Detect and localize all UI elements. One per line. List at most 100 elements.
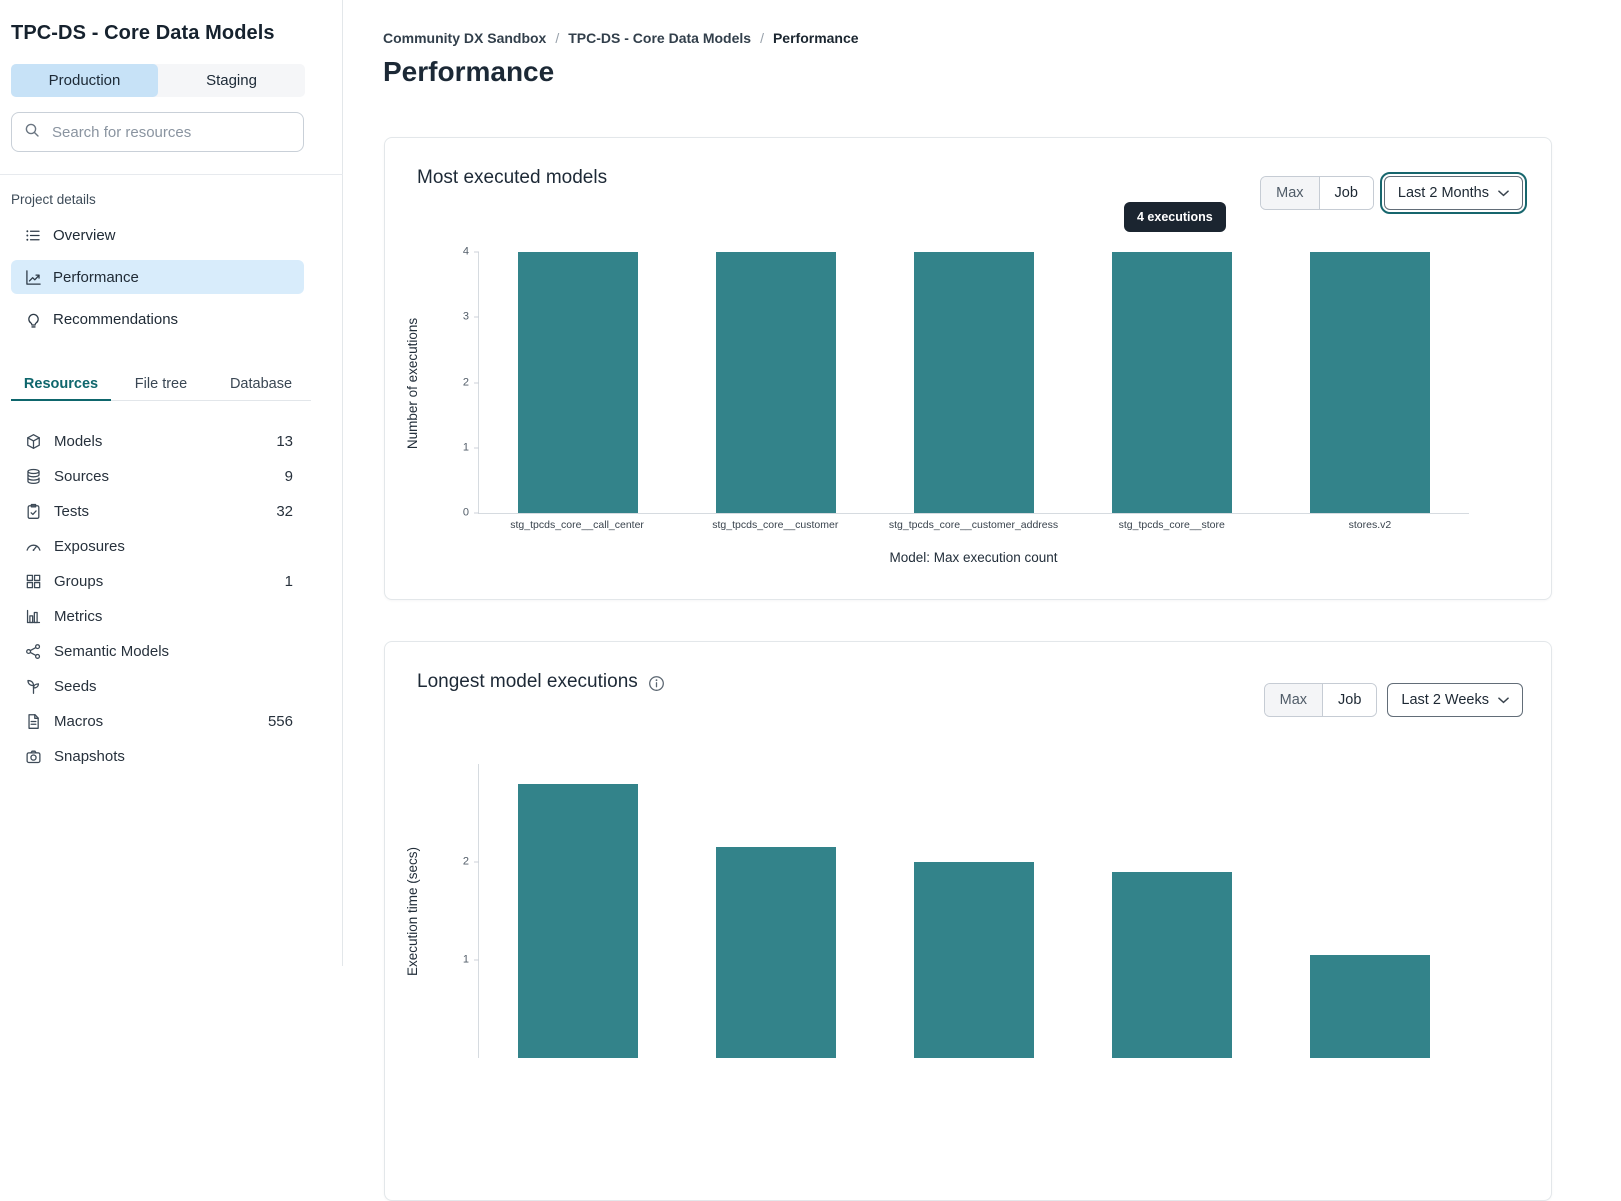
chart-tooltip: 4 executions	[1124, 202, 1226, 232]
sidebar-item-label: Overview	[53, 226, 116, 244]
tab-file-tree[interactable]: File tree	[134, 376, 188, 392]
card-title: Most executed models	[417, 167, 608, 188]
x-axis-title: Model: Max execution count	[889, 550, 1058, 565]
resource-row-groups[interactable]: Groups 1	[11, 564, 305, 599]
resource-count: 32	[276, 503, 293, 520]
tab-resources[interactable]: Resources	[11, 368, 111, 401]
resource-count: 1	[284, 573, 293, 590]
clipboard-icon	[25, 503, 42, 520]
resource-row-seeds[interactable]: Seeds	[11, 669, 305, 704]
resource-row-models[interactable]: Models 13	[11, 424, 305, 459]
resource-row-sources[interactable]: Sources 9	[11, 459, 305, 494]
camera-icon	[25, 748, 42, 765]
sidebar-item-recommendations[interactable]: Recommendations	[11, 302, 304, 336]
sidebar-item-overview[interactable]: Overview	[11, 218, 304, 252]
chevron-down-icon	[1498, 692, 1509, 708]
search-icon	[24, 122, 40, 143]
bar-slot	[677, 252, 875, 513]
y-axis-tick-label: 3	[462, 310, 469, 323]
bars	[479, 252, 1469, 513]
search-input[interactable]	[50, 122, 291, 142]
bar[interactable]	[914, 862, 1034, 1058]
y-axis-tick-label: 2	[462, 855, 469, 868]
env-tab-staging[interactable]: Staging	[206, 72, 257, 89]
time-range-dropdown[interactable]: Last 2 Months	[1379, 172, 1528, 214]
lightbulb-icon	[25, 311, 42, 328]
y-axis-tick-mark	[474, 382, 479, 383]
project-title: TPC-DS - Core Data Models	[11, 22, 275, 44]
bar-slot	[677, 764, 875, 1058]
breadcrumb-item-community-dx-sandbox[interactable]: Community DX Sandbox	[383, 30, 547, 46]
bar-slot	[875, 252, 1073, 513]
bar-chart-icon	[25, 608, 42, 625]
y-axis-tick-mark	[474, 959, 479, 961]
bar[interactable]	[1310, 955, 1430, 1058]
bar[interactable]	[518, 783, 638, 1058]
tab-database[interactable]: Database	[229, 376, 293, 392]
gauge-icon	[25, 538, 42, 555]
breadcrumb-item-performance: Performance	[772, 30, 859, 46]
breadcrumb-item-tpc-ds-core-data-models[interactable]: TPC-DS - Core Data Models	[568, 30, 752, 46]
project-details-label: Project details	[11, 192, 96, 207]
time-range-dropdown[interactable]: Last 2 Weeks	[1387, 683, 1523, 717]
bar[interactable]	[716, 252, 836, 513]
resource-row-semantic-models[interactable]: Semantic Models	[11, 634, 305, 669]
project-nav: Overview Performance Recommendations	[11, 218, 304, 344]
search-box[interactable]	[11, 112, 304, 152]
x-axis-category-label: stg_tpcds_core__call_center	[510, 519, 644, 531]
card-title: Longest model executions	[417, 671, 665, 693]
resource-row-exposures[interactable]: Exposures	[11, 529, 305, 564]
y-axis-tick-mark	[474, 447, 479, 449]
x-axis-category-label: stores.v2	[1348, 519, 1392, 531]
resource-count: 13	[276, 433, 293, 450]
max-job-toggle: Max Job	[1263, 683, 1378, 717]
resource-count: 556	[267, 713, 293, 730]
resource-row-snapshots[interactable]: Snapshots	[11, 739, 305, 774]
breadcrumb-separator: /	[760, 30, 764, 46]
env-tab-production[interactable]: Production	[11, 64, 158, 97]
job-toggle-button[interactable]: Job	[1319, 177, 1373, 209]
database-icon	[25, 468, 42, 485]
longest-model-executions-card: Longest model executions Max Job Last 2 W…	[384, 641, 1552, 1201]
bar[interactable]	[1112, 871, 1232, 1058]
resource-row-macros[interactable]: Macros 556	[11, 704, 305, 739]
resource-count: 9	[284, 468, 293, 485]
bar-slot	[875, 764, 1073, 1058]
bar[interactable]	[914, 252, 1034, 513]
chart-line-icon	[25, 269, 42, 286]
y-axis-tick-label: 0	[462, 506, 469, 519]
chart-controls: Max Job Last 2 Weeks	[1263, 683, 1523, 717]
resource-label: Semantic Models	[54, 643, 170, 660]
y-axis-tick-label: 2	[462, 376, 469, 388]
y-axis-title: Number of executions	[405, 317, 421, 449]
sidebar: TPC-DS - Core Data Models Production Stag…	[0, 0, 343, 966]
y-axis-tick-mark	[474, 861, 479, 863]
bar[interactable]	[1112, 252, 1232, 513]
most-executed-models-card: Most executed models Max Job Last 2 Month…	[384, 137, 1552, 600]
y-axis-title: Execution time (secs)	[405, 846, 421, 976]
resource-tabs: Resources File tree Database	[11, 368, 311, 401]
max-toggle-button[interactable]: Max	[1264, 684, 1324, 716]
bar[interactable]	[518, 252, 638, 513]
resource-row-tests[interactable]: Tests 32	[11, 494, 305, 529]
bar[interactable]	[716, 847, 836, 1058]
grid-icon	[25, 573, 42, 590]
y-axis-tick-mark	[474, 512, 479, 514]
bar-chart: 0 1 2 3 4	[463, 246, 1469, 518]
bar-slot	[479, 764, 677, 1058]
resource-row-metrics[interactable]: Metrics	[11, 599, 305, 634]
y-axis-tick-label: 1	[462, 441, 469, 454]
x-axis-category-label: stg_tpcds_core__customer_address	[888, 519, 1059, 531]
resource-label: Groups	[54, 573, 104, 590]
bar[interactable]	[1310, 252, 1430, 513]
network-icon	[25, 643, 42, 660]
sidebar-item-label: Recommendations	[53, 310, 179, 328]
resource-label: Models	[54, 433, 103, 450]
sidebar-item-performance[interactable]: Performance	[11, 260, 304, 294]
job-toggle-button[interactable]: Job	[1323, 684, 1377, 716]
y-axis-tick-mark	[474, 316, 479, 318]
bar-slot	[1271, 764, 1469, 1058]
page-title: Performance	[383, 56, 555, 87]
info-icon[interactable]	[648, 675, 665, 692]
max-toggle-button[interactable]: Max	[1261, 177, 1320, 209]
